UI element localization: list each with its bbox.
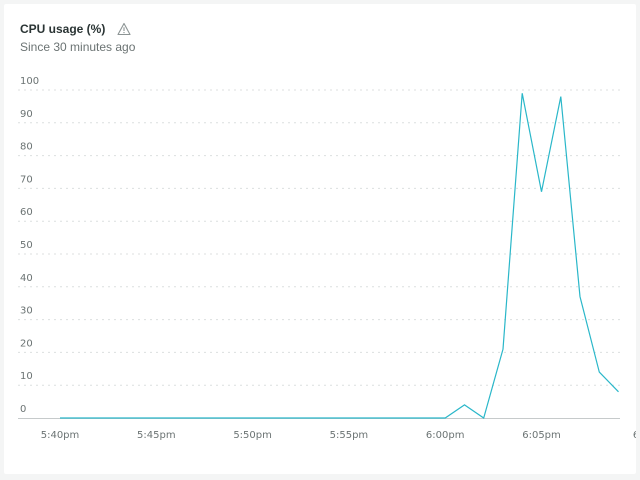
y-tick-label: 100 [20, 76, 39, 87]
data-point[interactable] [539, 189, 545, 195]
data-point[interactable] [481, 415, 487, 421]
chart-title: CPU usage (%) [20, 22, 105, 36]
chart-card: 0 10 20 30 40 50 60 70 80 90 100 5:40pm 5:45pm 5:50p… [4, 4, 636, 474]
data-point[interactable] [616, 389, 622, 395]
y-tick-label: 60 [20, 207, 33, 218]
data-point[interactable] [442, 415, 448, 421]
x-axis-ticks: 5:40pm 5:45pm 5:50pm 5:55pm 6:00pm 6:05pm 6: [41, 430, 636, 441]
x-tick-label: 6: [633, 430, 636, 441]
cpu-line-chart: 0 10 20 30 40 50 60 70 80 90 100 5:40pm 5:45pm 5:50p… [4, 4, 636, 474]
y-tick-label: 80 [20, 142, 33, 153]
y-tick-label: 70 [20, 174, 33, 185]
x-tick-label: 5:55pm [330, 430, 369, 441]
y-tick-label: 30 [20, 306, 33, 317]
data-point[interactable] [596, 369, 602, 375]
data-point[interactable] [500, 346, 506, 352]
data-point[interactable] [57, 415, 63, 421]
grid-lines [18, 90, 620, 419]
x-tick-label: 6:05pm [522, 430, 561, 441]
chart-subtitle: Since 30 minutes ago [20, 40, 135, 54]
y-tick-label: 20 [20, 338, 33, 349]
data-point[interactable] [558, 94, 564, 100]
y-tick-label: 0 [20, 404, 26, 415]
x-tick-label: 5:45pm [137, 430, 176, 441]
y-axis-ticks: 0 10 20 30 40 50 60 70 80 90 100 [20, 76, 39, 415]
title-row: CPU usage (%) [20, 20, 135, 38]
cpu-series-line[interactable] [60, 93, 619, 418]
y-tick-label: 90 [20, 109, 33, 120]
x-tick-label: 5:50pm [233, 430, 272, 441]
chart-header: CPU usage (%) Since 30 minutes ago [20, 20, 135, 54]
warning-triangle-icon[interactable] [117, 22, 131, 36]
x-tick-label: 6:00pm [426, 430, 465, 441]
data-point[interactable] [519, 90, 525, 96]
y-tick-label: 10 [20, 371, 33, 382]
data-point[interactable] [461, 402, 467, 408]
data-point[interactable] [577, 294, 583, 300]
x-tick-label: 5:40pm [41, 430, 80, 441]
series-layer [57, 90, 622, 421]
y-tick-label: 40 [20, 273, 33, 284]
y-tick-label: 50 [20, 240, 33, 251]
